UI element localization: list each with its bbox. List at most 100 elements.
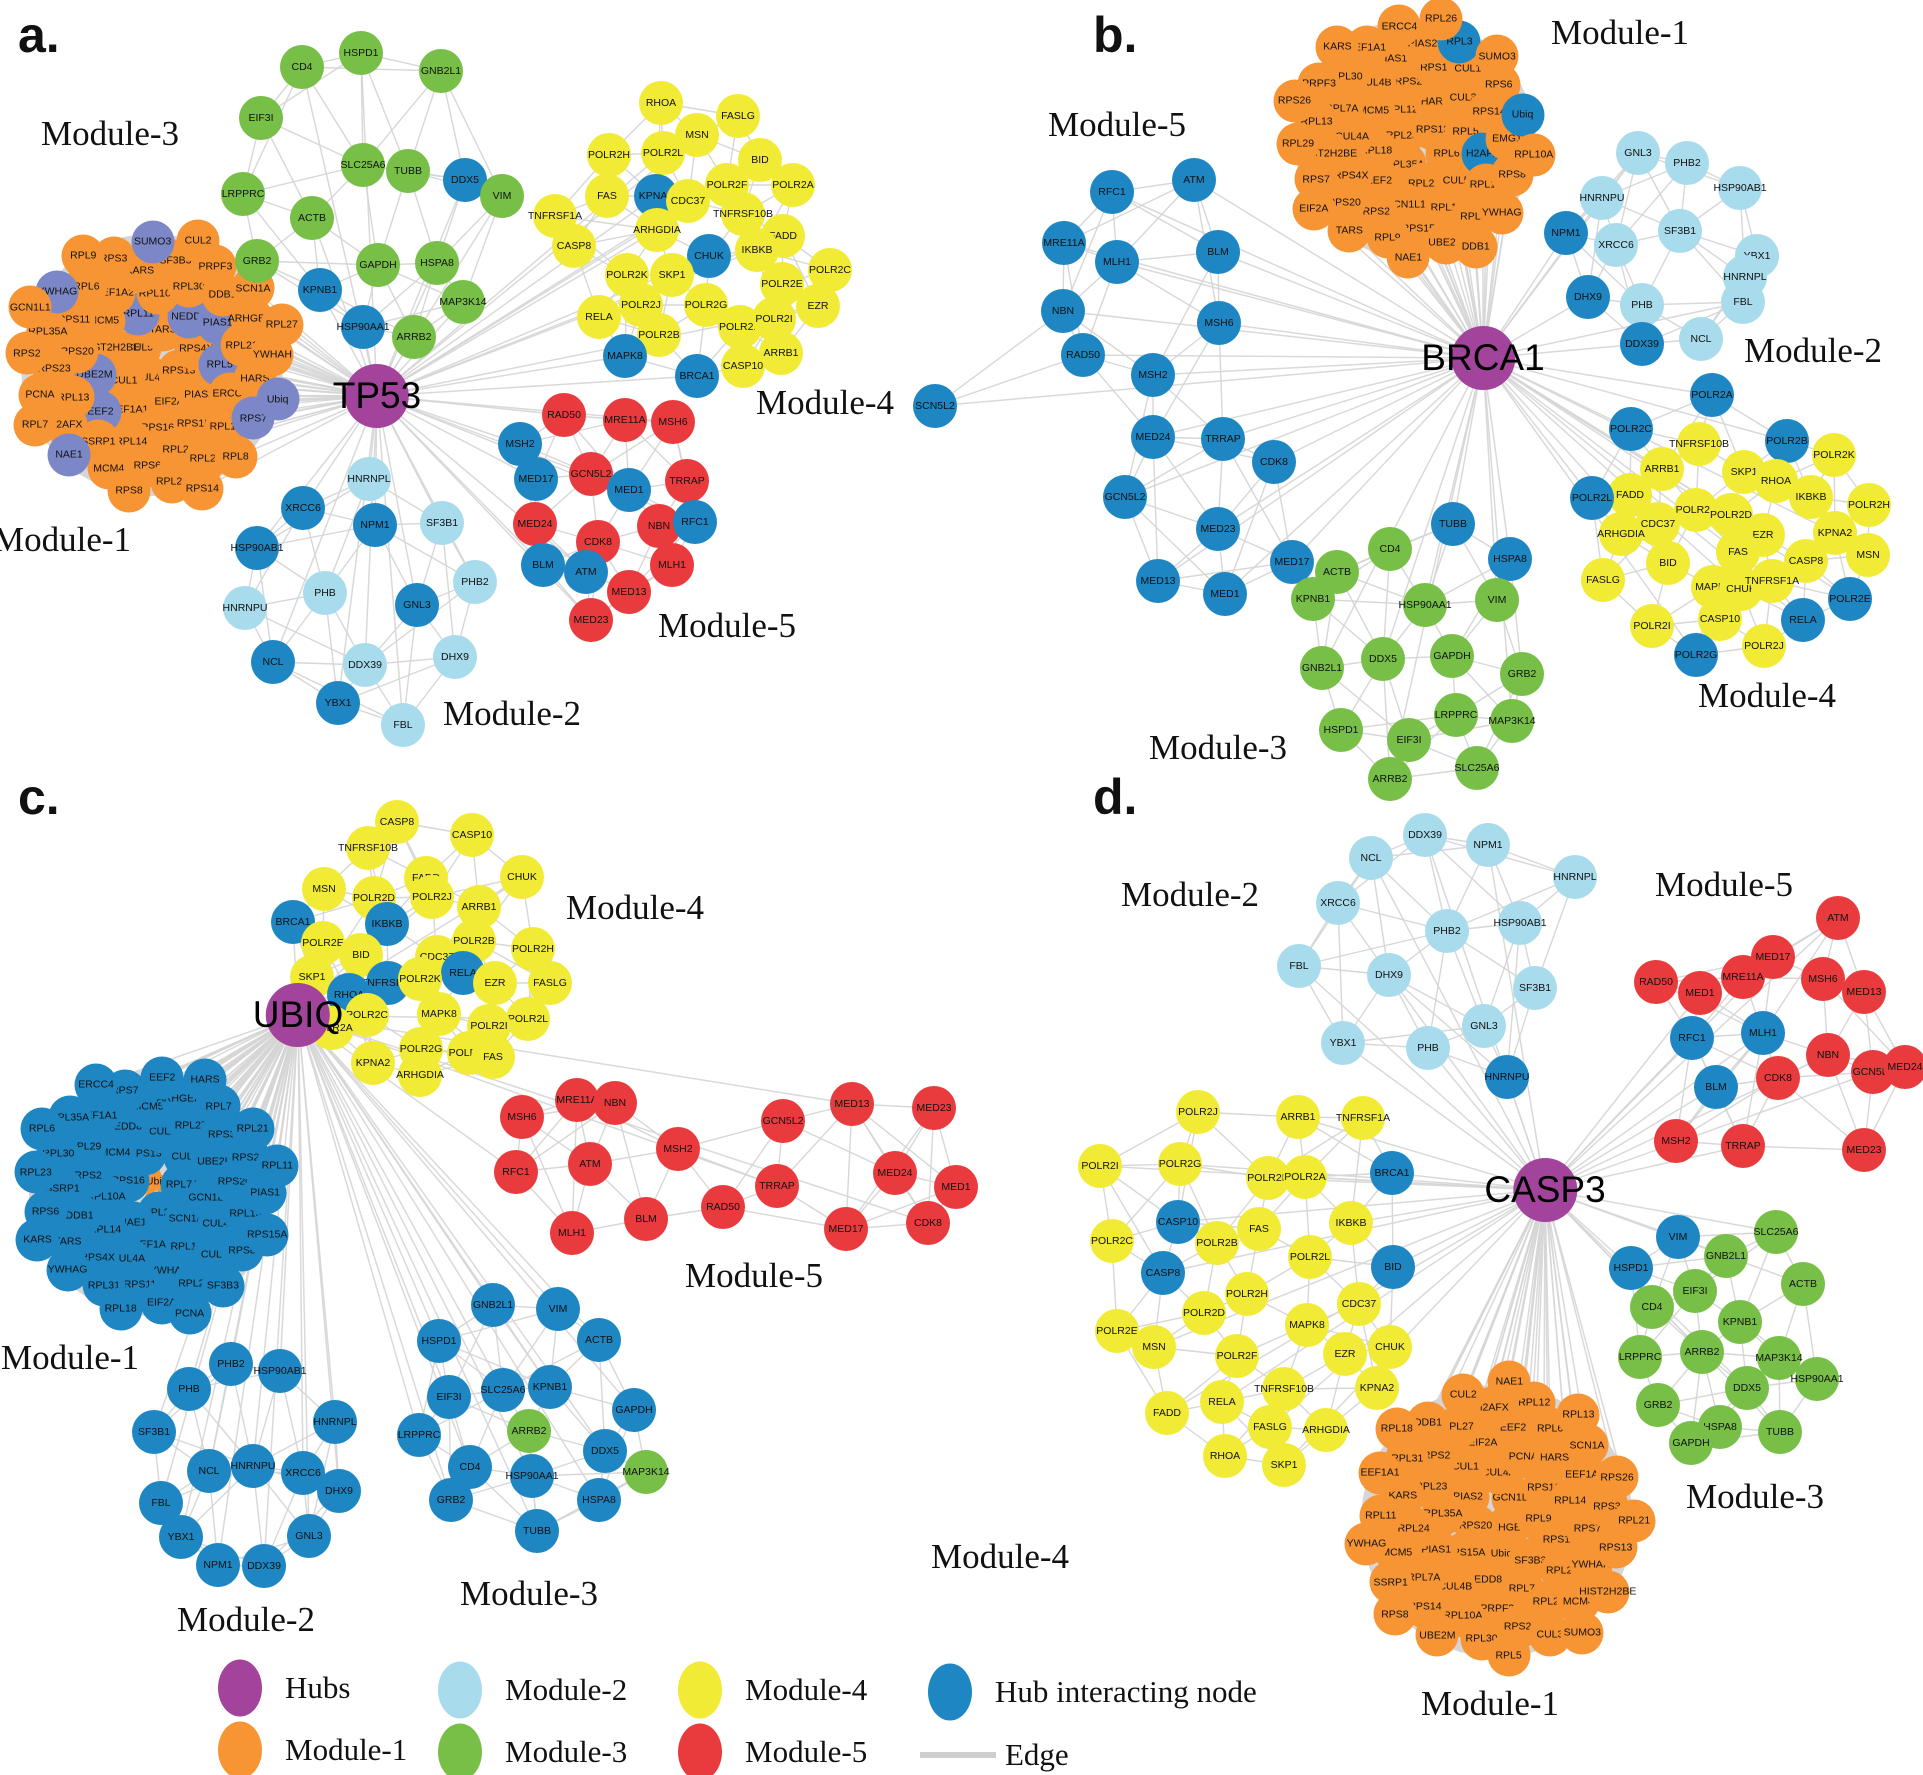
network-node-rpl23[interactable]: RPL23	[14, 1150, 58, 1194]
network-node-map3k14[interactable]: MAP3K14	[439, 280, 487, 324]
network-node-map3k14[interactable]: MAP3K14	[622, 1450, 670, 1494]
network-node-hist2h2be[interactable]: HIST2H2BE	[1579, 1570, 1636, 1614]
network-node-eif3i[interactable]: EIF3I	[1673, 1269, 1717, 1313]
network-node-sf3b1[interactable]: SF3B1	[132, 1410, 176, 1454]
hub-node-tp53[interactable]: TP53	[333, 364, 421, 428]
network-node-rfc1[interactable]: RFC1	[1090, 170, 1134, 214]
network-node-eif3i[interactable]: EIF3I	[427, 1375, 471, 1419]
network-node-rpl11[interactable]: RPL11	[255, 1144, 299, 1188]
network-node-gcn1l1[interactable]: GCN1L1	[8, 285, 52, 329]
network-node-ddx5[interactable]: DDX5	[1361, 637, 1405, 681]
network-node-polr2l[interactable]: POLR2L	[641, 131, 685, 175]
hub-node-casp3[interactable]: CASP3	[1484, 1158, 1606, 1222]
network-node-scn5l2[interactable]: SCN5L2	[913, 384, 957, 428]
network-node-bid[interactable]: BID	[1371, 1245, 1415, 1289]
network-node-ercc4[interactable]: ERCC4	[74, 1063, 118, 1107]
network-node-chuk[interactable]: CHUK	[687, 234, 731, 278]
network-node-ddx5[interactable]: DDX5	[443, 158, 487, 202]
network-node-chuk[interactable]: CHUK	[500, 855, 544, 899]
network-node-cdk8[interactable]: CDK8	[1252, 440, 1296, 484]
network-node-med24[interactable]: MED24	[1883, 1045, 1923, 1089]
network-node-rfc1[interactable]: RFC1	[1670, 1016, 1714, 1060]
network-node-npm1[interactable]: NPM1	[1466, 823, 1510, 867]
network-node-atm[interactable]: ATM	[1172, 158, 1216, 202]
network-node-hnrnpl[interactable]: HNRNPL	[347, 457, 391, 501]
network-node-casp10[interactable]: CASP10	[1698, 597, 1742, 641]
network-node-polr2c[interactable]: POLR2C	[1090, 1219, 1134, 1263]
network-node-arrb2[interactable]: ARRB2	[1368, 757, 1412, 801]
network-node-phb[interactable]: PHB	[303, 571, 347, 615]
network-node-atm[interactable]: ATM	[564, 550, 608, 594]
network-node-hspd1[interactable]: HSPD1	[1319, 708, 1363, 752]
network-node-hspa8[interactable]: HSPA8	[1488, 537, 1532, 581]
network-node-kpnb1[interactable]: KPNB1	[1718, 1300, 1762, 1344]
network-node-msh2[interactable]: MSH2	[1131, 353, 1175, 397]
network-node-cdk8[interactable]: CDK8	[1756, 1056, 1800, 1100]
network-node-slc25a6[interactable]: SLC25A6	[1754, 1210, 1798, 1254]
network-node-ddx39[interactable]: DDX39	[242, 1544, 286, 1588]
network-node-bid[interactable]: BID	[1646, 541, 1690, 585]
network-node-polr2l[interactable]: POLR2L	[1288, 1235, 1332, 1279]
network-node-polr2j[interactable]: POLR2J	[410, 875, 454, 919]
network-node-xrcc6[interactable]: XRCC6	[281, 486, 325, 530]
network-node-grb2[interactable]: GRB2	[1500, 652, 1544, 696]
network-node-trrap[interactable]: TRRAP	[665, 459, 709, 503]
network-node-rps14[interactable]: RPS14	[180, 467, 224, 511]
network-node-rpl13[interactable]: RPL13	[1556, 1393, 1600, 1437]
network-node-ddx39[interactable]: DDX39	[1403, 813, 1447, 857]
network-node-arhgdia[interactable]: ARHGDIA	[1597, 512, 1645, 556]
network-node-rpl21[interactable]: RPL21	[231, 1107, 275, 1151]
network-node-ezr[interactable]: EZR	[796, 284, 840, 328]
network-node-ybx1[interactable]: YBX1	[159, 1515, 203, 1559]
network-node-rad50[interactable]: RAD50	[1061, 333, 1105, 377]
network-node-blm[interactable]: BLM	[624, 1197, 668, 1241]
network-node-cd4[interactable]: CD4	[1630, 1285, 1674, 1329]
network-node-mre11a[interactable]: MRE11A	[1042, 221, 1086, 265]
network-node-pcna[interactable]: PCNA	[168, 1291, 212, 1335]
network-node-med24[interactable]: MED24	[1131, 415, 1175, 459]
network-node-sf3b1[interactable]: SF3B1	[1513, 966, 1557, 1010]
network-node-med13[interactable]: MED13	[1842, 970, 1886, 1014]
network-node-med23[interactable]: MED23	[912, 1086, 956, 1130]
network-node-eif2a[interactable]: EIF2A	[1292, 187, 1336, 231]
network-node-phb2[interactable]: PHB2	[453, 560, 497, 604]
network-node-grb2[interactable]: GRB2	[1636, 1383, 1680, 1427]
network-node-tubb[interactable]: TUBB	[1758, 1410, 1802, 1454]
network-node-rad50[interactable]: RAD50	[701, 1185, 745, 1229]
network-node-faslg[interactable]: FASLG	[716, 94, 760, 138]
network-node-rfc1[interactable]: RFC1	[494, 1150, 538, 1194]
network-node-trrap[interactable]: TRRAP	[1721, 1124, 1765, 1168]
network-node-ddx39[interactable]: DDX39	[343, 643, 387, 687]
network-node-nbn[interactable]: NBN	[1041, 289, 1085, 333]
network-node-brca1[interactable]: BRCA1	[675, 354, 719, 398]
network-node-cd4[interactable]: CD4	[1368, 527, 1412, 571]
network-node-rps26[interactable]: RPS26	[1273, 79, 1316, 123]
network-node-eef2[interactable]: EEF2	[140, 1056, 184, 1100]
hub-node-ubiq[interactable]: UBIQ	[253, 983, 343, 1047]
network-node-dhx9[interactable]: DHX9	[317, 1469, 361, 1513]
network-node-polr2i[interactable]: POLR2I	[1630, 604, 1674, 648]
network-node-ddb1[interactable]: DDB1	[1454, 225, 1498, 269]
network-node-mre11a[interactable]: MRE11A	[555, 1078, 599, 1122]
network-node-cd4[interactable]: CD4	[280, 45, 324, 89]
network-node-mlh1[interactable]: MLH1	[650, 543, 694, 587]
network-node-med1[interactable]: MED1	[607, 468, 651, 512]
network-node-rela[interactable]: RELA	[1200, 1380, 1244, 1424]
network-node-med17[interactable]: MED17	[514, 457, 558, 501]
network-node-gnb2l1[interactable]: GNB2L1	[419, 49, 463, 93]
network-node-arrb2[interactable]: ARRB2	[1680, 1330, 1724, 1374]
network-node-polr2e[interactable]: POLR2E	[1095, 1309, 1139, 1353]
network-node-med17[interactable]: MED17	[824, 1207, 868, 1251]
network-node-skp1[interactable]: SKP1	[1262, 1443, 1306, 1487]
network-node-ddx5[interactable]: DDX5	[1725, 1366, 1769, 1410]
network-node-msh2[interactable]: MSH2	[656, 1127, 700, 1171]
network-node-rpl7[interactable]: RPL7	[13, 403, 57, 447]
network-node-hspa8[interactable]: HSPA8	[415, 241, 459, 285]
network-node-polr2l[interactable]: POLR2L	[506, 997, 550, 1041]
network-node-kpnb1[interactable]: KPNB1	[1291, 577, 1335, 621]
network-node-kars[interactable]: KARS	[1315, 25, 1359, 69]
network-node-ezr[interactable]: EZR	[1323, 1332, 1367, 1376]
network-node-rpl9[interactable]: RPL9	[61, 234, 105, 278]
network-node-rps8[interactable]: RPS8	[107, 469, 151, 513]
network-node-hsp90aa1[interactable]: HSP90AA1	[1790, 1357, 1844, 1401]
